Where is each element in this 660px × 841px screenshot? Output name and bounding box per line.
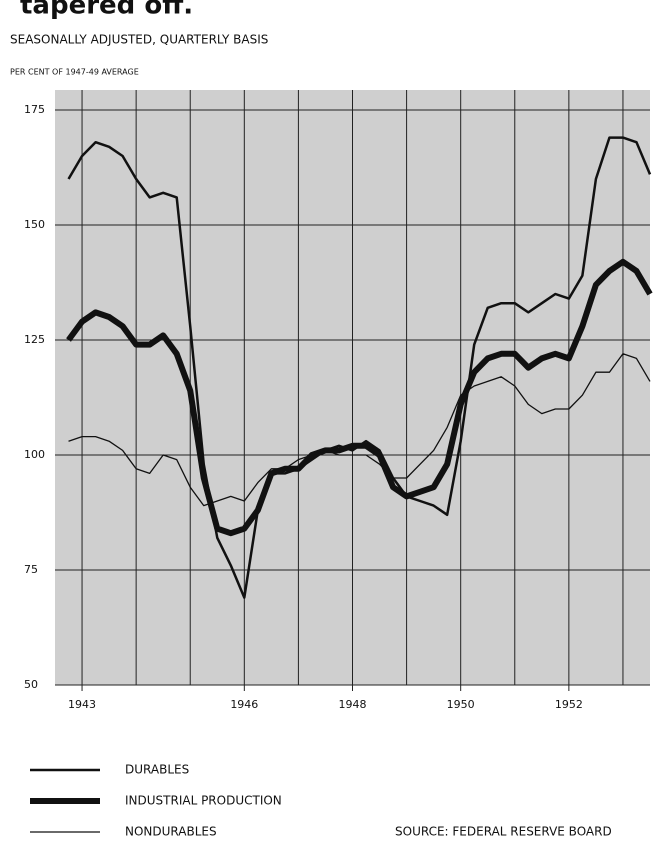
- chart-title: tapered off.: [20, 0, 193, 21]
- source-note: SOURCE: FEDERAL RESERVE BOARD: [395, 825, 612, 839]
- y-tick-label: 175: [24, 103, 45, 116]
- chart: tapered off. SEASONALLY ADJUSTED, QUARTE…: [0, 0, 660, 841]
- y-tick-label: 75: [24, 563, 38, 576]
- y-tick-label: 50: [24, 678, 38, 691]
- y-tick-label: 150: [24, 218, 45, 231]
- chart-subtitle: SEASONALLY ADJUSTED, QUARTERLY BASIS: [10, 33, 268, 47]
- legend-label: DURABLES: [125, 763, 189, 777]
- legend-label: NONDURABLES: [125, 825, 217, 839]
- x-tick-label: 1950: [447, 698, 475, 711]
- x-tick-label: 1948: [339, 698, 367, 711]
- x-tick-label: 1943: [68, 698, 96, 711]
- x-tick-label: 1952: [555, 698, 583, 711]
- y-tick-label: 100: [24, 448, 45, 461]
- x-tick-label: 1946: [230, 698, 258, 711]
- y-tick-label: 125: [24, 333, 45, 346]
- y-axis-label: PER CENT OF 1947-49 AVERAGE: [10, 68, 139, 77]
- legend-label: INDUSTRIAL PRODUCTION: [125, 794, 282, 808]
